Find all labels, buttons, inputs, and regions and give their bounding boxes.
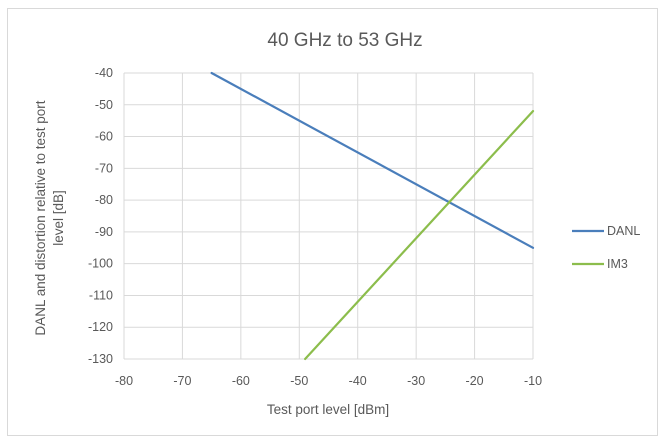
series-lines (210, 71, 535, 361)
y-tick-label: -40 (95, 66, 113, 80)
x-tick-label: -50 (290, 374, 308, 388)
grid (123, 72, 534, 360)
series-line-im3 (304, 110, 535, 361)
legend-label-danl: DANL (607, 224, 640, 238)
y-tick-label: -80 (95, 193, 113, 207)
y-tick-label: -110 (89, 288, 113, 302)
y-tick-label: -60 (95, 130, 113, 144)
x-axis-label: Test port level [dBm] (267, 402, 389, 417)
x-tick-label: -20 (466, 374, 484, 388)
y-axis-label: DANL and distortion relative to test por… (33, 100, 66, 335)
y-tick-labels: -40 -50 -60 -70 -80 -90 -100 -110 -120 -130 (88, 66, 113, 366)
chart-title: 40 GHz to 53 GHz (267, 30, 422, 51)
y-tick-label: -120 (88, 320, 113, 334)
x-tick-label: -80 (115, 374, 133, 388)
legend: DANL IM3 (572, 224, 640, 271)
x-tick-label: -30 (407, 374, 425, 388)
y-axis-label-line-2: level [dB] (51, 190, 66, 246)
x-tick-label: -70 (173, 374, 191, 388)
series-line-danl (210, 71, 535, 249)
y-tick-label: -70 (95, 161, 113, 175)
legend-label-im3: IM3 (607, 257, 628, 271)
x-tick-label: -60 (232, 374, 250, 388)
x-tick-label: -40 (349, 374, 367, 388)
y-axis-label-line-1: DANL and distortion relative to test por… (33, 100, 48, 335)
y-tick-label: -90 (95, 225, 113, 239)
y-tick-label: -100 (88, 257, 113, 271)
x-tick-label: -10 (524, 374, 542, 388)
y-tick-label: -130 (88, 352, 113, 366)
chart-frame (7, 8, 658, 436)
x-tick-labels: -80 -70 -60 -50 -40 -30 -20 -10 (115, 374, 542, 388)
y-tick-label: -50 (95, 98, 113, 112)
